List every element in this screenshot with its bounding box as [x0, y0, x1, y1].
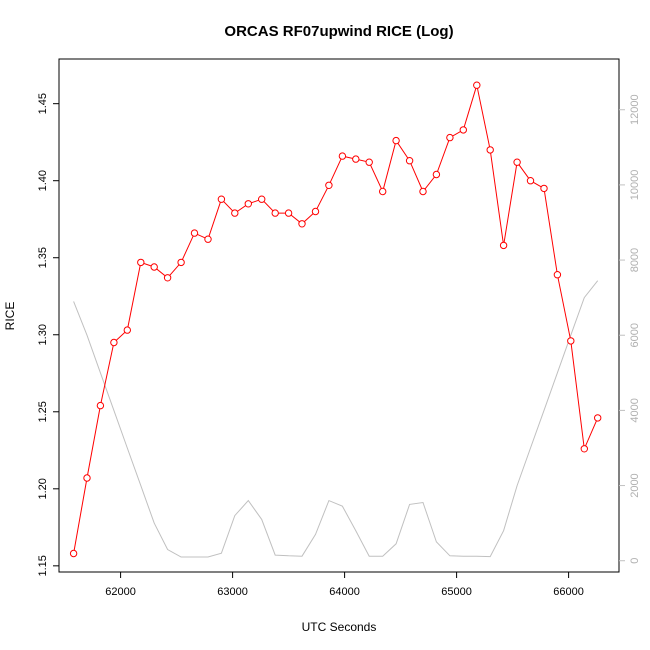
data-point: [204, 235, 212, 243]
y2-tick-label: 0: [629, 558, 641, 564]
data-point: [379, 187, 387, 196]
data-point: [459, 126, 467, 134]
chart-title: ORCAS RF07upwind RICE (Log): [224, 23, 453, 40]
data-point: [405, 157, 414, 165]
data-point: [540, 184, 548, 193]
data-point: [352, 155, 360, 163]
data-point: [83, 474, 91, 482]
data-point: [580, 445, 588, 453]
y-axis-right: 0 2000 4000 6000 8000 10000 12000: [619, 94, 641, 564]
plot-frame: [58, 58, 620, 573]
secondary-series-line: [73, 280, 599, 558]
data-point: [513, 158, 521, 166]
y-tick-label: 1.20: [37, 478, 49, 499]
data-point: [177, 258, 185, 267]
y-tick-label: 1.45: [37, 93, 49, 114]
y2-tick-label: 4000: [629, 398, 641, 422]
data-point: [190, 229, 199, 237]
series-primary: [69, 81, 602, 558]
y-tick-label: 1.35: [37, 247, 49, 268]
y2-tick-label: 10000: [629, 170, 641, 201]
data-point: [217, 195, 226, 203]
data-point: [298, 220, 306, 228]
data-point: [553, 271, 562, 279]
x-tick-label: 63000: [217, 586, 248, 598]
data-point: [258, 195, 266, 203]
data-point: [392, 136, 400, 145]
x-tick-label: 64000: [329, 586, 360, 598]
series-secondary: [73, 280, 599, 558]
data-point: [123, 326, 132, 334]
y-tick-label: 1.25: [37, 401, 49, 422]
data-point: [499, 241, 508, 250]
data-point: [419, 187, 427, 196]
x-axis-label: UTC Seconds: [302, 620, 377, 634]
data-point: [486, 146, 494, 154]
data-point: [446, 133, 454, 142]
y-tick-label: 1.30: [37, 324, 49, 345]
x-tick-label: 62000: [105, 586, 136, 598]
y-axis-label: RICE: [3, 302, 17, 331]
data-point: [526, 177, 535, 185]
y-tick-label: 1.15: [37, 555, 49, 576]
data-point: [244, 200, 253, 208]
y2-tick-label: 8000: [629, 248, 641, 272]
data-point: [271, 209, 279, 217]
y-axis-left: 1.15 1.20 1.25 1.30 1.35 1.40 1.45: [37, 93, 59, 577]
data-point: [163, 274, 172, 282]
data-point: [69, 549, 78, 558]
data-point: [150, 263, 158, 271]
y2-tick-label: 12000: [629, 94, 641, 125]
primary-series-line: [73, 85, 599, 554]
x-axis: 62000 63000 64000 65000 66000: [105, 572, 584, 598]
data-point: [338, 152, 347, 160]
data-point: [365, 158, 373, 166]
data-point: [311, 207, 320, 216]
data-point: [567, 337, 575, 345]
data-point: [432, 170, 441, 179]
x-tick-label: 66000: [553, 586, 584, 598]
y2-tick-label: 6000: [629, 323, 641, 347]
data-point: [325, 181, 333, 190]
x-tick-label: 65000: [441, 586, 472, 598]
y-tick-label: 1.40: [37, 170, 49, 191]
y2-tick-label: 2000: [629, 473, 641, 497]
data-point: [473, 81, 481, 89]
data-point: [594, 414, 602, 422]
data-point: [137, 258, 145, 267]
data-point: [284, 209, 293, 217]
data-point: [110, 338, 118, 347]
data-point: [231, 209, 239, 217]
data-point: [96, 401, 105, 410]
